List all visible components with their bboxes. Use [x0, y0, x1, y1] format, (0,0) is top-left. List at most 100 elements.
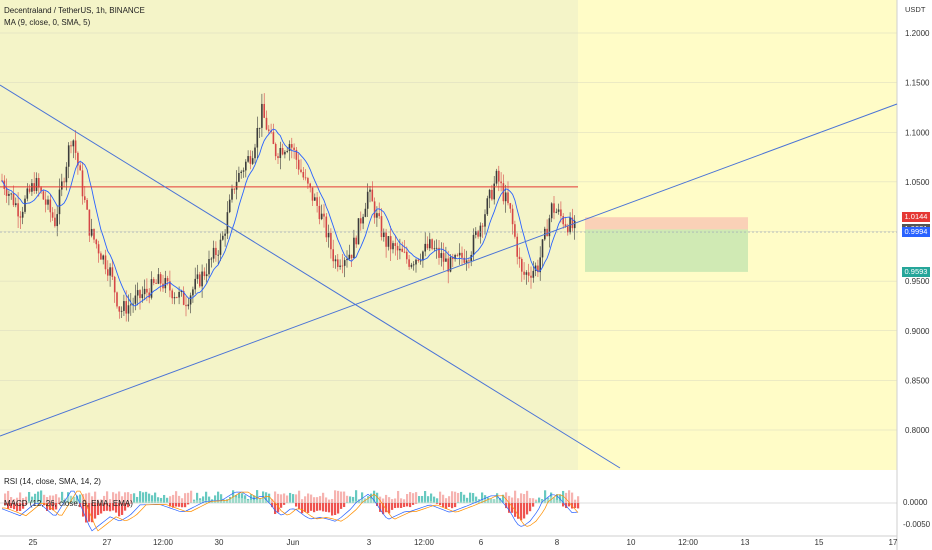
candle-body	[228, 199, 231, 213]
macd-bar	[109, 503, 112, 512]
rsi-bar	[55, 494, 58, 503]
rsi-bar	[52, 495, 55, 503]
candle-body	[79, 165, 81, 171]
macd-bar	[136, 501, 139, 503]
macd-signal-line	[2, 490, 579, 532]
price-tag: 0.9994	[902, 227, 930, 238]
candle-body	[19, 216, 22, 218]
candle-body	[171, 290, 173, 299]
candle-body	[268, 129, 270, 131]
candle-body	[371, 189, 374, 202]
rsi-bar	[505, 492, 508, 503]
rsi-bar	[139, 491, 142, 503]
candle-body	[100, 253, 102, 260]
macd-bar	[79, 503, 82, 508]
macd-bar	[445, 503, 448, 509]
macd-bar	[22, 503, 25, 509]
candle-body	[118, 306, 121, 312]
candle-body	[233, 188, 236, 190]
rsi-bar	[328, 499, 331, 503]
rsi-bar	[361, 492, 364, 503]
rsi-bar	[280, 494, 283, 503]
macd-bar	[172, 503, 175, 508]
candle-body	[408, 259, 410, 267]
candle-body	[134, 295, 137, 304]
macd-bar	[466, 501, 469, 503]
candle-body	[343, 260, 346, 266]
candle-body	[61, 181, 63, 190]
rsi-bar	[85, 493, 88, 503]
macd-bar	[184, 503, 187, 508]
rsi-bar	[163, 494, 166, 503]
candle-body	[396, 245, 399, 251]
macd-bar	[223, 500, 226, 503]
candle-body	[139, 290, 141, 299]
ascending-trendline	[0, 103, 898, 437]
macd-bar	[340, 503, 343, 509]
candle-body	[176, 297, 178, 298]
candle-body	[479, 225, 482, 237]
rsi-bar	[145, 491, 148, 503]
macd-bar	[334, 503, 337, 515]
macd-bar	[34, 499, 37, 503]
candle-body	[224, 233, 226, 236]
price-tick-label: 1.1000	[905, 128, 930, 137]
candle-body	[539, 257, 541, 273]
macd-bar	[406, 503, 409, 507]
macd-bar	[382, 503, 385, 515]
time-tick-label: Jun	[287, 538, 300, 547]
candle-body	[419, 260, 422, 262]
candle-body	[63, 181, 65, 183]
macd-bar	[268, 501, 271, 503]
ma-legend: MA (9, close, 0, SMA, 5)	[4, 18, 91, 27]
price-tick-label: 0.8500	[905, 376, 930, 385]
macd-bar	[256, 499, 259, 503]
candle-body	[284, 151, 286, 155]
rsi-bar	[22, 498, 25, 503]
rsi-bar	[508, 495, 511, 503]
rsi-bar	[289, 492, 292, 503]
candle-body	[488, 189, 491, 199]
rsi-bar	[103, 495, 106, 503]
rsi-bar	[511, 497, 514, 503]
candle-body	[157, 274, 160, 284]
macd-bar	[496, 498, 499, 503]
rsi-bar	[544, 490, 547, 503]
candle-body	[353, 237, 355, 259]
candle-body	[222, 235, 224, 240]
macd-bar	[289, 501, 292, 503]
time-tick-label: 8	[555, 538, 560, 547]
candle-body	[415, 259, 417, 265]
rsi-bar	[16, 497, 19, 503]
macd-bar	[517, 503, 520, 519]
candle-body	[28, 188, 31, 192]
rsi-bar	[13, 498, 16, 503]
candle-body	[309, 183, 311, 188]
rsi-bar	[445, 498, 448, 503]
candle-body	[438, 247, 440, 258]
candle-body	[500, 181, 502, 184]
rsi-bar	[313, 497, 316, 503]
rsi-bar	[175, 491, 178, 503]
macd-bar	[370, 498, 373, 503]
candle-body	[44, 199, 47, 205]
macd-bar	[193, 500, 196, 503]
rsi-bar	[409, 492, 412, 503]
rsi-bar	[370, 493, 373, 503]
macd-bar	[487, 498, 490, 503]
candle-body	[8, 193, 10, 196]
rsi-bar	[562, 490, 565, 503]
candle-body	[164, 278, 167, 289]
macd-bar	[244, 498, 247, 503]
candle-body	[461, 252, 463, 258]
candle-body	[327, 232, 330, 238]
macd-bar	[121, 503, 124, 515]
rsi-bar	[121, 496, 124, 503]
candle-body	[58, 189, 61, 215]
rsi-bar	[220, 494, 223, 503]
candle-body	[277, 156, 279, 159]
time-tick-label: 15	[815, 538, 824, 547]
candle-body	[125, 301, 127, 314]
